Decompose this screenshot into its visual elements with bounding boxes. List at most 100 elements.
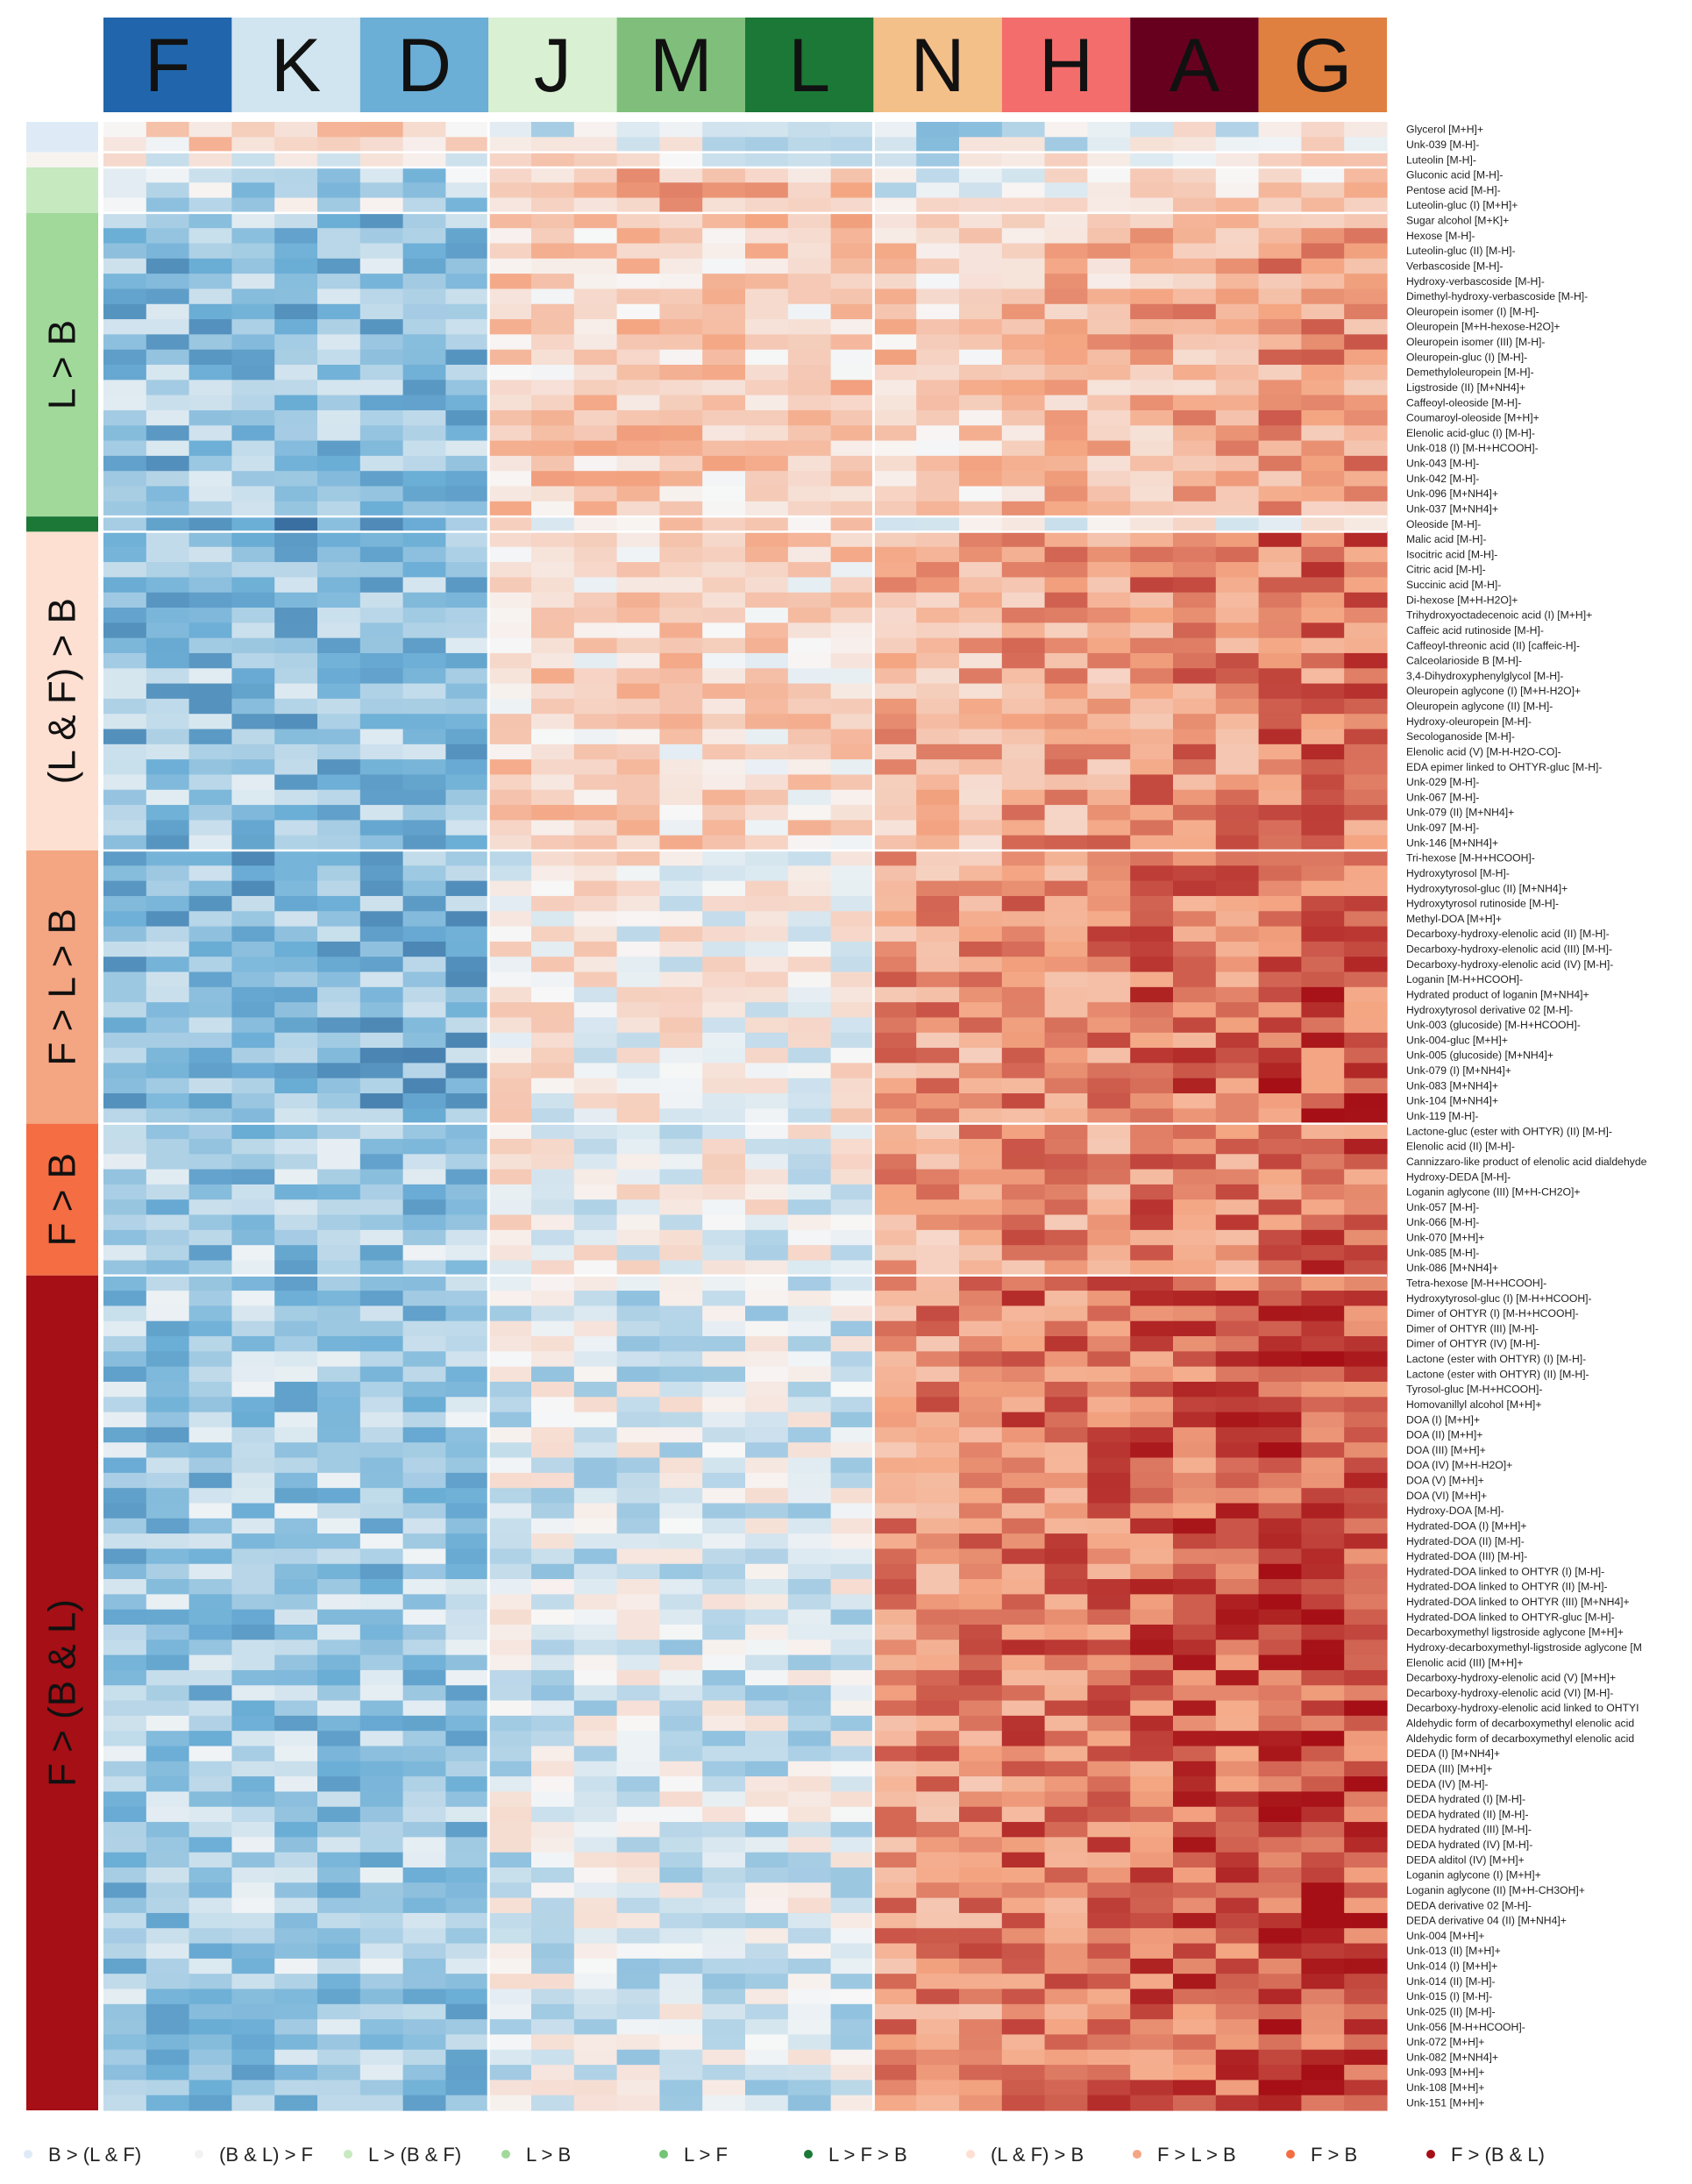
heatmap-cell	[402, 986, 446, 1003]
heatmap-cell	[103, 471, 147, 487]
heatmap-cell	[103, 1837, 147, 1853]
heatmap-cell	[317, 1640, 361, 1656]
heatmap-cell	[1044, 1974, 1088, 1990]
heatmap-cell	[702, 1154, 746, 1170]
heatmap-cell	[1173, 729, 1217, 745]
heatmap-cell	[745, 729, 789, 745]
group-label-j: J	[534, 24, 572, 108]
heatmap-cell	[616, 546, 660, 563]
heatmap-cell	[359, 957, 404, 973]
heatmap-cell	[274, 714, 318, 730]
heatmap-cell	[317, 850, 361, 866]
heatmap-cell	[1301, 1731, 1345, 1747]
heatmap-cell	[402, 1563, 446, 1580]
row-label: Unk-104 [M+NH4]+	[1406, 1095, 1498, 1107]
heatmap-cell	[231, 1837, 275, 1853]
heatmap-cell	[274, 531, 318, 548]
heatmap-cell	[916, 1503, 960, 1519]
heatmap-cell	[1258, 2080, 1302, 2096]
heatmap-cell	[873, 1640, 917, 1656]
heatmap-cell	[873, 2003, 917, 2020]
heatmap-cell	[745, 1988, 789, 2005]
heatmap-cell	[274, 1169, 318, 1185]
row-label: Unk-082 [M+NH4]+	[1406, 2051, 1498, 2063]
heatmap-cell	[616, 971, 660, 988]
heatmap-cell	[702, 1032, 746, 1049]
heatmap-cell	[1173, 212, 1217, 229]
heatmap-cell	[616, 1912, 660, 1929]
heatmap-cell	[787, 1746, 832, 1762]
heatmap-cell	[445, 349, 489, 366]
heatmap-cell	[1173, 1548, 1217, 1565]
heatmap-cell	[830, 759, 874, 776]
heatmap-cell	[274, 258, 318, 274]
heatmap-cell	[1173, 319, 1217, 335]
heatmap-cell	[1130, 1078, 1174, 1094]
heatmap-cell	[274, 986, 318, 1003]
heatmap-cell	[659, 1563, 703, 1580]
heatmap-cell	[274, 698, 318, 715]
heatmap-cell	[1258, 1048, 1302, 1064]
heatmap-cell	[1301, 1518, 1345, 1534]
heatmap-cell	[359, 1669, 404, 1686]
heatmap-cell	[787, 228, 832, 245]
heatmap-cell	[659, 1685, 703, 1702]
heatmap-cell	[1130, 1426, 1174, 1443]
heatmap-cell	[616, 349, 660, 366]
heatmap-cell	[445, 319, 489, 335]
heatmap-cell	[1301, 182, 1345, 199]
heatmap-cell	[616, 820, 660, 836]
heatmap-cell	[1215, 2034, 1260, 2051]
heatmap-cell	[830, 911, 874, 928]
heatmap-cell	[1044, 577, 1088, 594]
heatmap-cell	[616, 2095, 660, 2111]
heatmap-cell	[445, 743, 489, 760]
row-label: Decarboxy-hydroxy-elenolic acid (IV) [M-…	[1406, 958, 1613, 971]
heatmap-cell	[959, 1336, 1003, 1352]
heatmap-cell	[103, 1093, 147, 1109]
heatmap-cell	[1044, 2003, 1088, 2020]
heatmap-cell	[1215, 1199, 1260, 1216]
heatmap-cell	[274, 546, 318, 563]
heatmap-cell	[573, 941, 618, 957]
heatmap-cell	[959, 1002, 1003, 1019]
heatmap-cell	[659, 1366, 703, 1383]
heatmap-cell	[959, 865, 1003, 882]
heatmap-cell	[274, 2065, 318, 2081]
heatmap-cell	[1344, 1912, 1388, 1929]
heatmap-cell	[188, 1988, 232, 2005]
heatmap-cell	[573, 1017, 618, 1034]
heatmap-cell	[873, 1624, 917, 1640]
heatmap-cell	[745, 531, 789, 548]
heatmap-cell	[616, 805, 660, 821]
heatmap-cell	[1344, 1245, 1388, 1262]
heatmap-cell	[959, 2003, 1003, 2020]
heatmap-cell	[317, 1488, 361, 1505]
heatmap-cell	[317, 759, 361, 776]
heatmap-cell	[830, 395, 874, 411]
heatmap-cell	[1001, 2095, 1046, 2111]
heatmap-cell	[188, 622, 232, 639]
heatmap-cell	[1044, 1184, 1088, 1200]
heatmap-cell	[1044, 137, 1088, 153]
heatmap-cell	[103, 395, 147, 411]
heatmap-cell	[745, 683, 789, 700]
heatmap-cell	[359, 1245, 404, 1262]
heatmap-cell	[1044, 1685, 1088, 1702]
heatmap-cell	[188, 182, 232, 199]
heatmap-cell	[402, 349, 446, 366]
heatmap-cell	[231, 167, 275, 183]
heatmap-cell	[830, 1063, 874, 1079]
heatmap-cell	[1215, 1123, 1260, 1140]
heatmap-cell	[1087, 865, 1131, 882]
heatmap-cell	[1130, 698, 1174, 715]
heatmap-cell	[274, 1594, 318, 1611]
heatmap-cell	[103, 729, 147, 745]
heatmap-cell	[873, 425, 917, 442]
heatmap-cell	[1173, 1579, 1217, 1595]
heatmap-cell	[873, 577, 917, 594]
heatmap-cell	[573, 137, 618, 153]
heatmap-cell	[702, 365, 746, 381]
heatmap-cell	[745, 1943, 789, 1960]
heatmap-cell	[1001, 531, 1046, 548]
